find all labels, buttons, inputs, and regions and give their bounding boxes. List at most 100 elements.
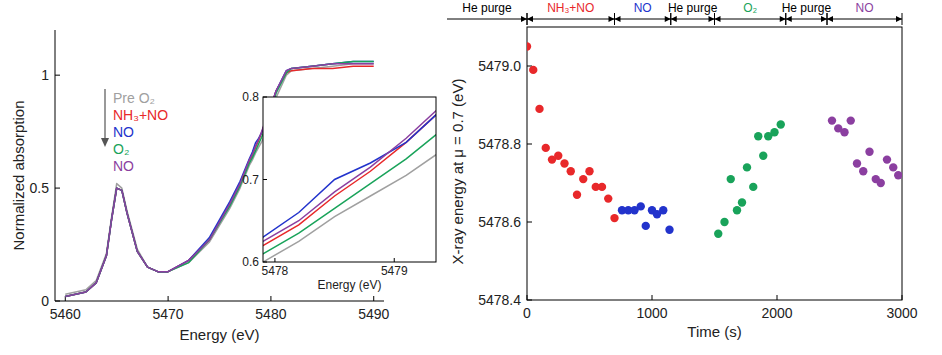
data-point (865, 148, 873, 156)
y-tick (527, 222, 532, 223)
x-axis-label: Energy (eV) (179, 326, 259, 343)
inset-y-tick-label: 0.8 (242, 90, 259, 104)
phase-label: He purge (782, 1, 832, 15)
inset-lines (263, 97, 436, 262)
data-point (637, 202, 645, 210)
y-axis (55, 30, 56, 301)
phase-label: He purge (462, 1, 512, 15)
x-tick (902, 295, 903, 300)
inset-y-tick (263, 179, 267, 180)
data-point (573, 191, 581, 199)
legend-arrow (104, 89, 105, 141)
time-chart: 01000200030005478.45478.65478.85479.0Tim… (447, 1, 918, 340)
data-point (738, 198, 746, 206)
plot-frame (527, 27, 902, 300)
inset-y-tick (263, 97, 267, 98)
data-point (770, 128, 778, 136)
data-point (542, 144, 550, 152)
data-point (665, 226, 673, 234)
spectra-chart: 546054705480549000.51Energy (eV)Normaliz… (0, 0, 942, 355)
phase-arrowhead (786, 16, 792, 22)
data-point (847, 116, 855, 124)
inset-y-tick-label: 0.6 (242, 255, 259, 269)
inset-line (263, 97, 436, 262)
x-tick-label: 5480 (255, 306, 286, 322)
inset-line (263, 97, 436, 262)
y-tick (527, 300, 532, 301)
inset-line (263, 97, 436, 262)
phase-strip: He purgeNH₃+NONOHe purgeO₂He purgeNO (447, 1, 902, 25)
figure: 546054705480549000.51Energy (eV)Normaliz… (0, 0, 942, 355)
inset-frame (263, 97, 436, 262)
inset-y-tick (263, 262, 267, 263)
x-axis (55, 301, 384, 302)
data-point (883, 155, 891, 163)
phase-arrowhead (715, 16, 721, 22)
inset: 547854790.60.70.8Energy (eV) (0, 0, 942, 355)
inset-x-tick-label: 5479 (381, 264, 408, 278)
data-point (754, 132, 762, 140)
legend-entry: Pre O₂ (113, 90, 155, 106)
y-tick-label: 5478.8 (478, 136, 521, 152)
phase-arrowhead (615, 16, 621, 22)
y-tick-label: 0.5 (30, 180, 50, 196)
x-tick-label: 5470 (153, 306, 184, 322)
data-point (859, 167, 867, 175)
phase-line (527, 19, 615, 20)
phase-label: NO (634, 1, 652, 15)
y-tick (55, 188, 60, 189)
data-point (579, 175, 587, 183)
data-point (598, 183, 606, 191)
phase-arrowhead (821, 16, 827, 22)
x-axis-label: Time (s) (687, 323, 741, 340)
data-point (604, 194, 612, 202)
data-point (877, 179, 885, 187)
data-point (554, 152, 562, 160)
phase-line (671, 19, 715, 20)
phase-arrowhead (671, 16, 677, 22)
phase-arrowhead (780, 16, 786, 22)
data-point (535, 105, 543, 113)
x-tick (527, 295, 528, 300)
x-tick-label: 5490 (358, 306, 389, 322)
inset-x-tick (274, 258, 275, 262)
data-point (759, 152, 767, 160)
phase-label: NO (856, 1, 874, 15)
phase-arrowhead (521, 16, 527, 22)
data-point (777, 120, 785, 128)
phase-line (447, 19, 527, 20)
x-tick (777, 295, 778, 300)
data-point (743, 163, 751, 171)
phase-arrowhead (709, 16, 715, 22)
y-tick (55, 301, 60, 302)
y-tick (55, 75, 60, 76)
phase-arrowhead (609, 16, 615, 22)
y-tick-label: 5478.6 (478, 214, 521, 230)
data-point (889, 163, 897, 171)
data-point (733, 206, 741, 214)
inset-x-tick-label: 5478 (262, 264, 289, 278)
phase-label: NH₃+NO (547, 1, 594, 15)
data-point (720, 218, 728, 226)
inset-line (263, 97, 436, 262)
legend-arrowhead (101, 138, 109, 147)
phase-arrowhead (827, 16, 833, 22)
phase-line (827, 19, 902, 20)
points (527, 42, 902, 238)
data-point (749, 183, 757, 191)
inset-line (263, 97, 436, 262)
data-point (727, 175, 735, 183)
legend-entry: NH₃+NO (113, 107, 168, 123)
y-tick-label: 1 (41, 67, 49, 83)
data-point (828, 116, 836, 124)
y-tick-label: 0 (41, 293, 49, 309)
x-tick-label: 1000 (636, 305, 667, 321)
data-point (840, 128, 848, 136)
y-tick-label: 5479.0 (478, 58, 521, 74)
phase-line (786, 19, 827, 20)
phase-label: O₂ (743, 1, 757, 15)
data-point (894, 171, 902, 179)
data-point (714, 230, 722, 238)
inset-x-tick (394, 258, 395, 262)
y-tick (527, 144, 532, 145)
